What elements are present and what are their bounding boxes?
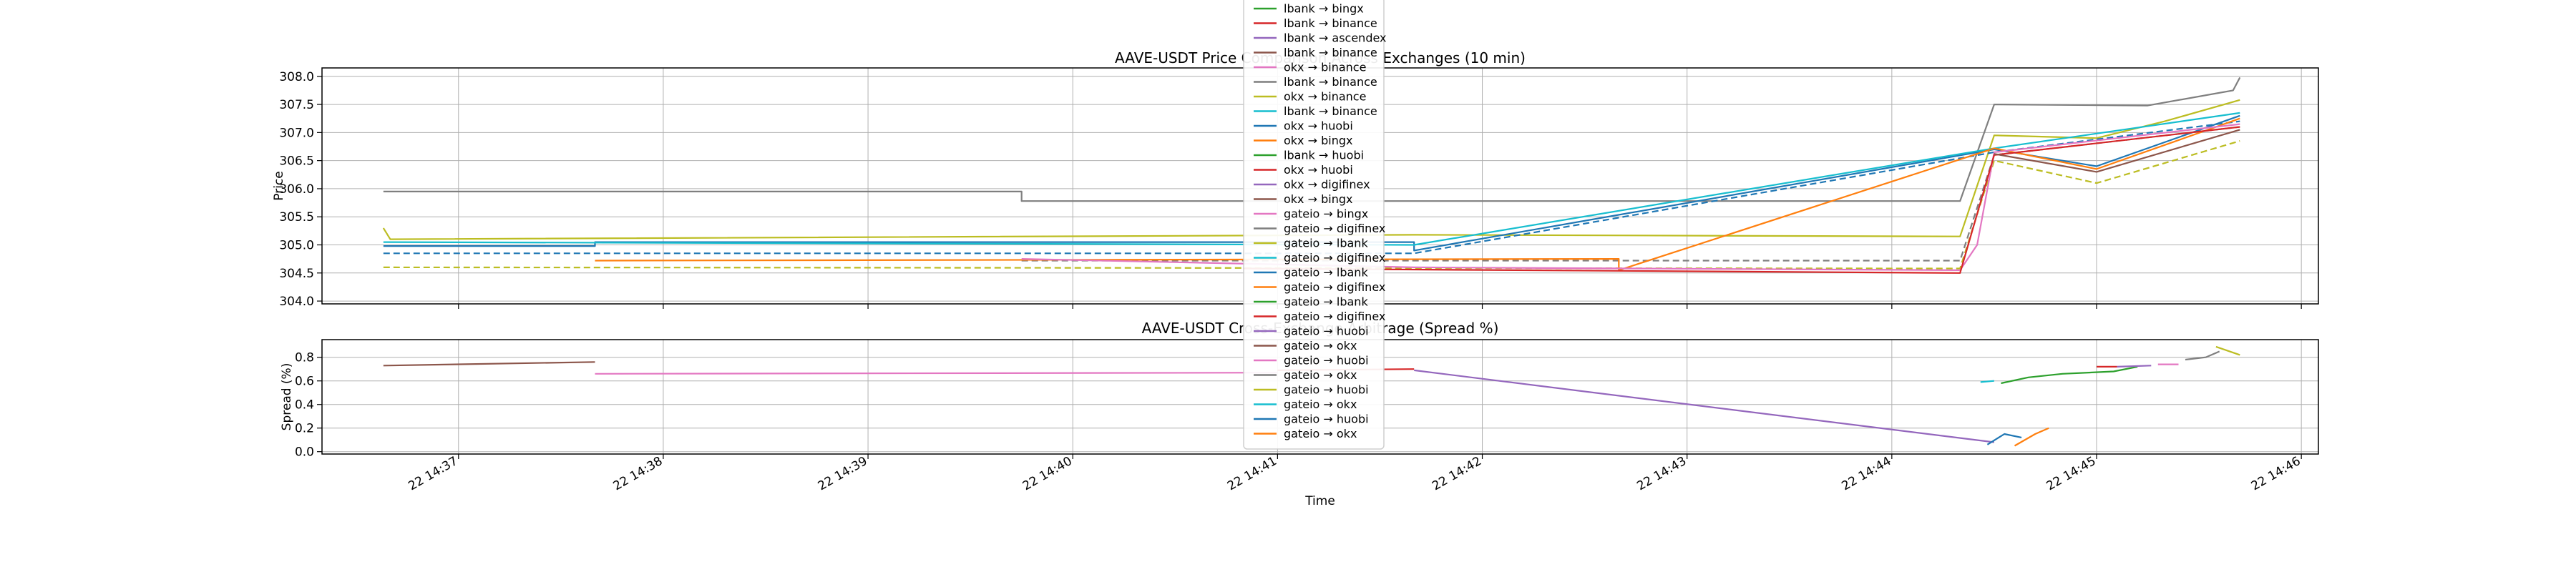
y-tick-label: 306.0 — [279, 182, 314, 197]
legend-box — [1243, 0, 1385, 450]
legend-label: gateio → huobi — [1284, 383, 1369, 397]
series-line — [383, 120, 2240, 255]
legend-label: gateio → lbank — [1284, 295, 1368, 309]
series-line — [1994, 129, 2240, 173]
series-line — [1986, 433, 2022, 445]
legend-label: gateio → lbank — [1284, 266, 1368, 280]
legend-label: lbank → binance — [1284, 46, 1377, 59]
y-tick-label: 308.0 — [279, 70, 314, 84]
series-line — [1980, 380, 1994, 383]
spread-y-axis-label: Spread (%) — [280, 363, 294, 431]
series-line — [2215, 345, 2240, 356]
y-tick-label: 307.5 — [279, 98, 314, 112]
legend-label: gateio → okx — [1284, 368, 1357, 382]
y-tick-label: 307.0 — [279, 126, 314, 140]
price-y-ticks: 304.0 304.5 305.0 305.5 306.0 306.5 307.0 307.5… — [279, 70, 322, 309]
series-line — [2001, 365, 2138, 385]
price-x-ticks — [458, 304, 2302, 309]
legend-label: okx → huobi — [1284, 163, 1353, 177]
legend-label: okx → binance — [1284, 90, 1366, 104]
legend-label: gateio → huobi — [1284, 413, 1369, 426]
legend-label: okx → bingx — [1284, 134, 1352, 147]
y-tick-label: 0.6 — [295, 375, 314, 389]
y-tick-label: 0.2 — [295, 422, 314, 436]
legend-label: gateio → digifinex — [1284, 251, 1385, 265]
price-y-axis-label: Price — [272, 171, 286, 200]
legend-label: gateio → digifinex — [1284, 222, 1385, 235]
spread-series — [383, 345, 2240, 447]
legend-label: lbank → binance — [1284, 104, 1377, 118]
series-line — [595, 117, 2240, 271]
series-line — [383, 112, 2240, 246]
series-line — [2014, 427, 2049, 447]
y-tick-label: 0.0 — [295, 445, 314, 460]
legend-label: okx → huobi — [1284, 119, 1353, 133]
y-tick-label: 305.5 — [279, 210, 314, 225]
legend-label: okx → binance — [1284, 61, 1366, 74]
y-tick-label: 0.8 — [295, 351, 314, 365]
series-line — [1243, 126, 2240, 274]
legend-label: gateio → huobi — [1284, 325, 1369, 338]
legend-label: okx → digifinex — [1284, 178, 1370, 192]
y-tick-label: 306.5 — [279, 154, 314, 169]
legend-label: gateio → okx — [1284, 427, 1357, 440]
legend-label: gateio → huobi — [1284, 354, 1369, 368]
y-tick-label: 304.5 — [279, 267, 314, 281]
series-line — [383, 114, 2240, 252]
legend-label: gateio → digifinex — [1284, 280, 1385, 294]
series-line — [383, 361, 595, 367]
x-axis-label: Time — [1304, 494, 1335, 508]
series-line — [382, 99, 2240, 240]
legend-label: lbank → ascendex — [1284, 31, 1387, 45]
legend-label: gateio → digifinex — [1284, 310, 1385, 323]
series-line — [2185, 350, 2220, 361]
y-tick-label: 305.0 — [279, 239, 314, 253]
price-series — [382, 77, 2241, 274]
legend-label: okx → bingx — [1284, 192, 1352, 206]
legend-label: gateio → lbank — [1284, 237, 1368, 250]
legend-label: gateio → okx — [1284, 339, 1357, 352]
series-line — [595, 372, 1278, 375]
legend-label: lbank → binance — [1284, 16, 1377, 30]
series-line — [383, 140, 2240, 270]
legend-label: lbank → binance — [1284, 75, 1377, 89]
legend-label: gateio → okx — [1284, 398, 1357, 411]
series-line — [1414, 369, 1995, 443]
legend-label: gateio → bingx — [1284, 207, 1368, 221]
legend-label: lbank → bingx — [1284, 2, 1364, 16]
series-line — [2117, 365, 2152, 368]
legend-label: lbank → huobi — [1284, 149, 1364, 162]
spread-y-ticks: 0.0 0.2 0.4 0.6 0.8 — [295, 351, 322, 460]
y-tick-label: 0.4 — [295, 398, 314, 413]
price-panel: 304.0 304.5 305.0 305.5 306.0 306.5 307.0 307.5… — [272, 49, 2319, 309]
y-tick-label: 304.0 — [279, 295, 314, 309]
